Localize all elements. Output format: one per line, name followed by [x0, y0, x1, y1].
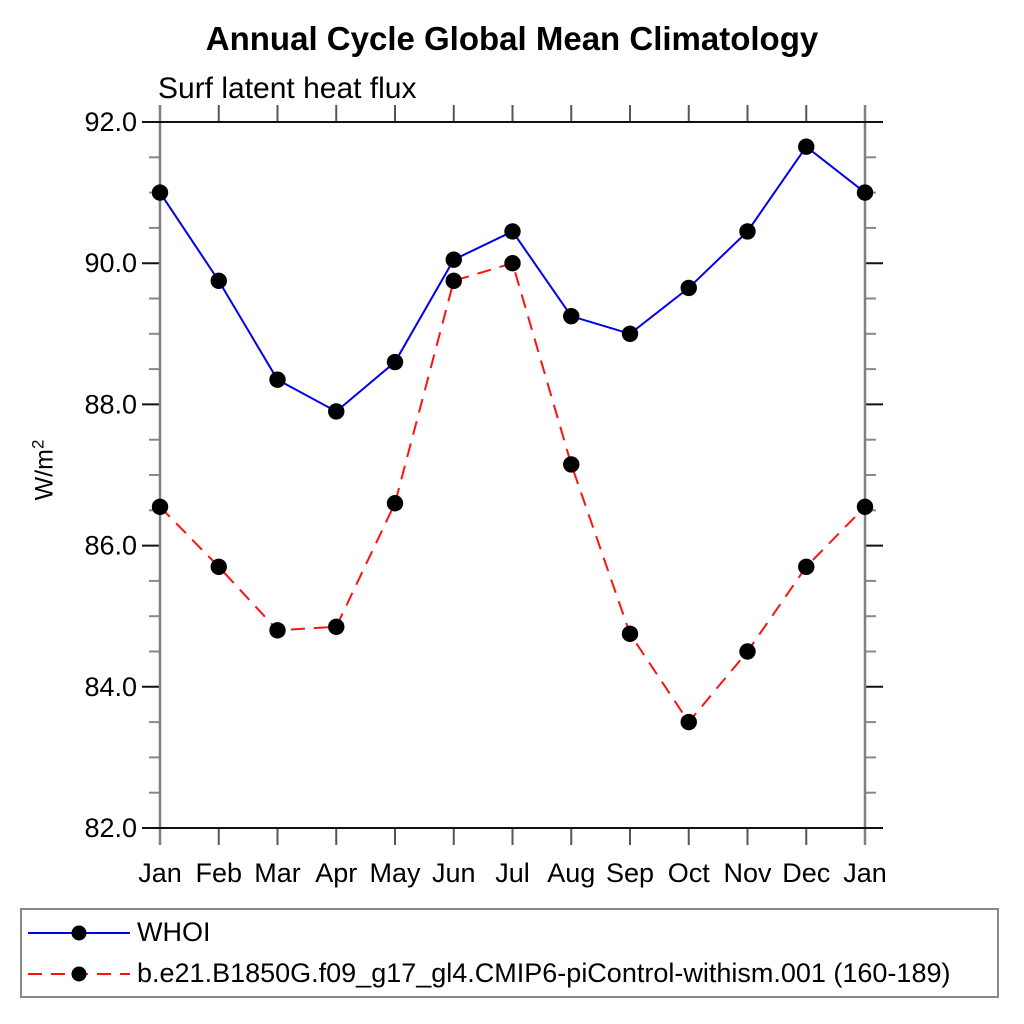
series-2-marker: [856, 498, 874, 515]
x-tick-label: Jul: [495, 858, 530, 888]
series-2-marker: [328, 618, 345, 635]
x-tick-label: Jan: [138, 858, 182, 888]
series-1-marker: [386, 353, 404, 371]
series-1-marker: [739, 223, 756, 240]
x-tick-label: May: [369, 858, 421, 888]
series-1-marker: [856, 184, 874, 201]
y-tick-label: 88.0: [84, 389, 137, 419]
y-tick-label: 82.0: [84, 813, 137, 843]
series-2-marker: [680, 713, 697, 731]
series-1-marker: [680, 279, 697, 297]
series-1-marker: [621, 325, 639, 342]
x-tick-label: Dec: [782, 858, 830, 888]
series-line-2: [159, 261, 866, 724]
series-2-marker: [739, 643, 756, 660]
legend-marker-dot: [71, 966, 87, 981]
series-2-marker: [445, 272, 462, 290]
x-tick-label: Sep: [606, 858, 654, 888]
x-tick-label: Nov: [723, 858, 772, 888]
y-tick-label: 90.0: [84, 248, 137, 278]
series-1-marker: [798, 138, 815, 155]
legend-item: WHOI: [28, 912, 997, 953]
x-tick-label: Oct: [668, 858, 711, 888]
legend-line-sample: [28, 925, 130, 940]
x-tick-label: Mar: [254, 858, 301, 888]
series-1-marker: [445, 251, 462, 268]
x-tick-label: Jun: [432, 858, 476, 888]
chart-subtitle: Surf latent heat flux: [158, 72, 417, 105]
x-tick-label: Aug: [547, 858, 595, 888]
series-2-marker: [504, 255, 521, 272]
series-1-marker: [210, 272, 227, 290]
series-1-marker: [563, 307, 580, 325]
series-2-marker: [269, 622, 286, 639]
series-2-marker: [210, 558, 227, 575]
series-2-marker: [386, 495, 404, 512]
series-1-marker: [328, 403, 345, 420]
x-tick-label: Apr: [315, 858, 357, 888]
legend-item: b.e21.B1850G.f09_g17_gl4.CMIP6-piControl…: [28, 953, 997, 994]
y-tick-label: 84.0: [84, 672, 137, 702]
series-1-marker: [151, 184, 169, 201]
x-tick-label: Feb: [195, 858, 242, 888]
legend-marker-dot: [71, 925, 87, 940]
series-2-marker: [563, 456, 580, 473]
series-2-marker: [151, 498, 169, 515]
legend-box: WHOI b.e21.B1850G.f09_g17_gl4.CMIP6-piCon…: [20, 908, 999, 998]
chart-title: Annual Cycle Global Mean Climatology: [205, 20, 819, 57]
series-2-marker: [621, 625, 639, 643]
series-2-marker: [798, 558, 815, 575]
x-tick-label: Jan: [843, 858, 887, 888]
series-1-marker: [504, 223, 521, 240]
y-tick-label: 86.0: [84, 531, 137, 561]
y-tick-label: 92.0: [84, 107, 137, 137]
legend-label: b.e21.B1850G.f09_g17_gl4.CMIP6-piControl…: [137, 958, 951, 988]
series-line-1: [159, 145, 866, 413]
legend-line-sample: [28, 966, 130, 981]
legend-label: WHOI: [137, 917, 211, 947]
series-1-marker: [269, 371, 286, 388]
